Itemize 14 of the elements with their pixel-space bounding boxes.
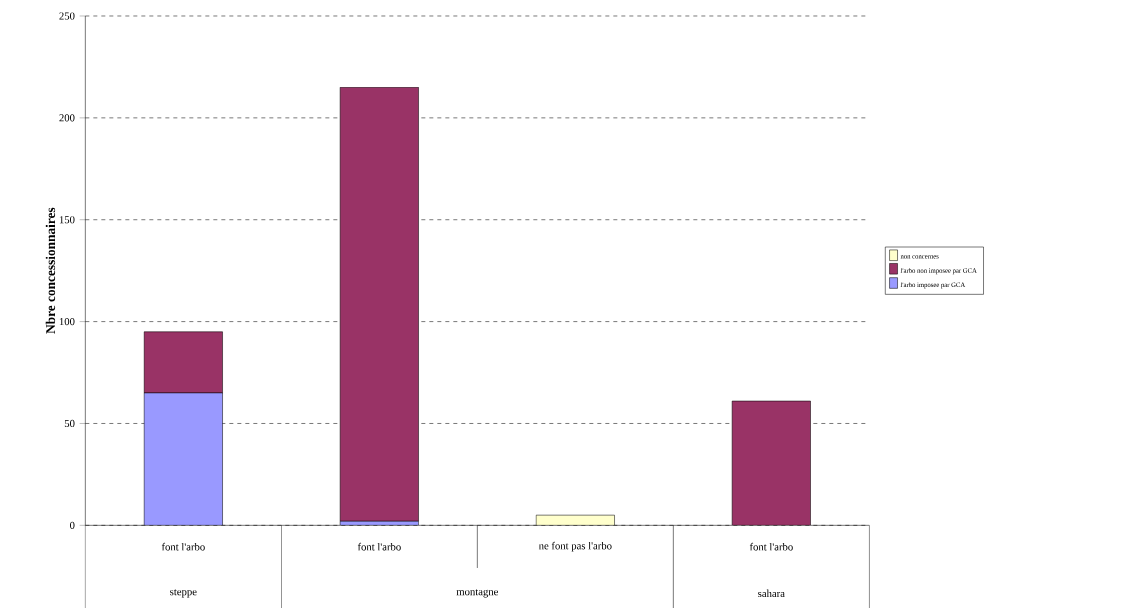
y-tick-label: 150 bbox=[59, 216, 75, 224]
y-tick-label: 0 bbox=[70, 521, 75, 529]
x-tick-label: ne font pas l'arbo bbox=[538, 541, 612, 552]
x-tick-label: font l'arbo bbox=[749, 542, 793, 551]
text: montagne bbox=[456, 589, 499, 598]
y-tick-label: 200 bbox=[59, 114, 75, 122]
y-tick-label: 50 bbox=[64, 419, 75, 428]
y-tick-label: 250 bbox=[59, 12, 75, 20]
y-axis-title: Nbre concessionnaires bbox=[45, 207, 56, 334]
x-tick-label: font l'arbo bbox=[161, 542, 205, 551]
text: sahara bbox=[758, 589, 785, 598]
y-tick-label: 100 bbox=[59, 318, 75, 326]
x-tick-label: font l'arbo bbox=[357, 542, 401, 551]
text: steppe bbox=[170, 589, 197, 598]
